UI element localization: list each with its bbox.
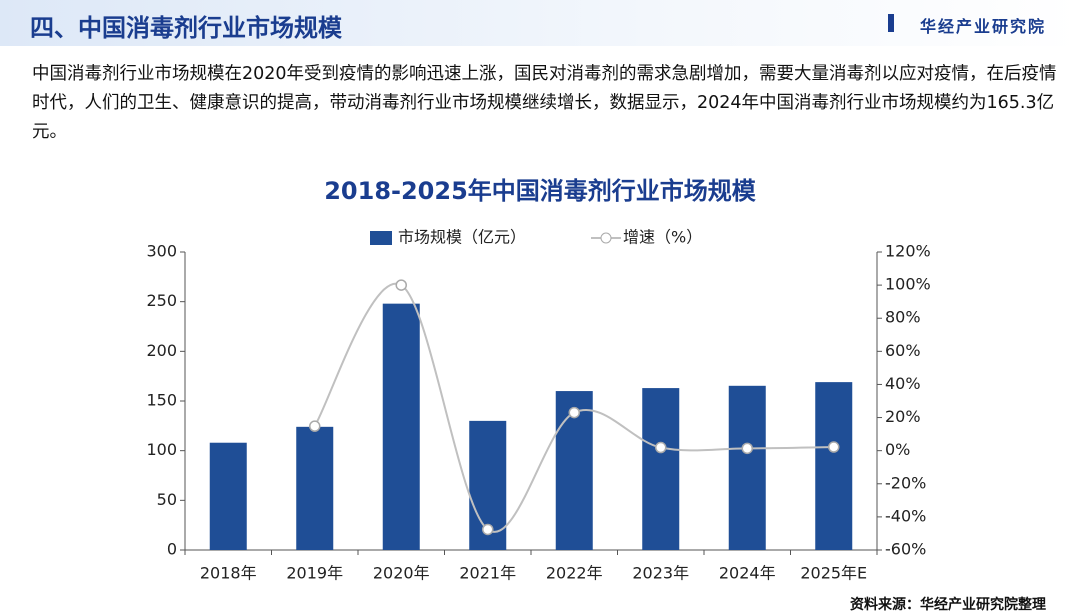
logo-icon: [888, 14, 894, 32]
y2-tick-label: 40%: [885, 374, 921, 393]
bar: [728, 385, 766, 550]
y-tick-label: 0: [167, 540, 177, 559]
logo: 华经产业研究院: [919, 17, 1046, 36]
y2-tick-label: 120%: [885, 242, 931, 261]
y2-tick-label: 60%: [885, 341, 921, 360]
legend-label: 增速（%）: [623, 228, 702, 247]
header-title: 四、中国消毒剂行业市场规模: [30, 14, 342, 42]
y-tick-label: 50: [157, 490, 177, 509]
x-tick-label: 2020年: [373, 564, 430, 583]
growth-marker: [309, 420, 321, 432]
bar: [296, 426, 334, 550]
growth-line: [313, 282, 834, 533]
paragraph: 中国消毒剂行业市场规模在2020年受到疫情的影响迅速上涨，国民对消毒剂的需求急剧…: [32, 64, 1057, 142]
bar: [382, 303, 420, 550]
y-tick-label: 250: [146, 291, 177, 310]
legend-swatch: [370, 231, 392, 245]
x-tick-label: 2024年: [719, 564, 776, 583]
y2-tick-label: -60%: [885, 540, 926, 559]
legend-swatch: [600, 232, 612, 244]
y2-tick-label: 100%: [885, 275, 931, 294]
growth-marker: [482, 523, 494, 536]
x-tick-label: 2018年: [200, 564, 257, 583]
x-tick-label: 2025年E: [800, 564, 867, 583]
y2-tick-label: 20%: [885, 407, 921, 426]
growth-marker: [568, 406, 580, 419]
y-tick-label: 150: [146, 391, 177, 410]
bar: [209, 442, 247, 550]
bar: [815, 382, 853, 550]
y-tick-label: 200: [146, 341, 177, 360]
bar: [642, 388, 680, 550]
x-tick-label: 2019年: [286, 564, 343, 583]
growth-marker: [741, 442, 753, 455]
growth-marker: [655, 441, 667, 454]
legend-label: 市场规模（亿元）: [398, 228, 526, 247]
x-tick-label: 2021年: [459, 564, 516, 583]
y2-tick-label: -40%: [885, 506, 926, 525]
header-bar: 四、中国消毒剂行业市场规模 华经产业研究院: [0, 0, 1080, 46]
y-tick-label: 300: [146, 242, 177, 261]
growth-marker: [828, 441, 840, 453]
source: 资料来源：华经产业研究院整理: [850, 597, 1046, 613]
y2-tick-label: 80%: [885, 308, 921, 327]
y2-tick-label: 0%: [885, 440, 910, 459]
y2-tick-label: -20%: [885, 473, 926, 492]
x-tick-label: 2023年: [632, 564, 689, 583]
growth-marker: [395, 279, 407, 291]
y-tick-label: 100: [146, 440, 177, 459]
chart-title: 2018-2025年中国消毒剂行业市场规模: [324, 177, 757, 205]
x-tick-label: 2022年: [546, 564, 603, 583]
